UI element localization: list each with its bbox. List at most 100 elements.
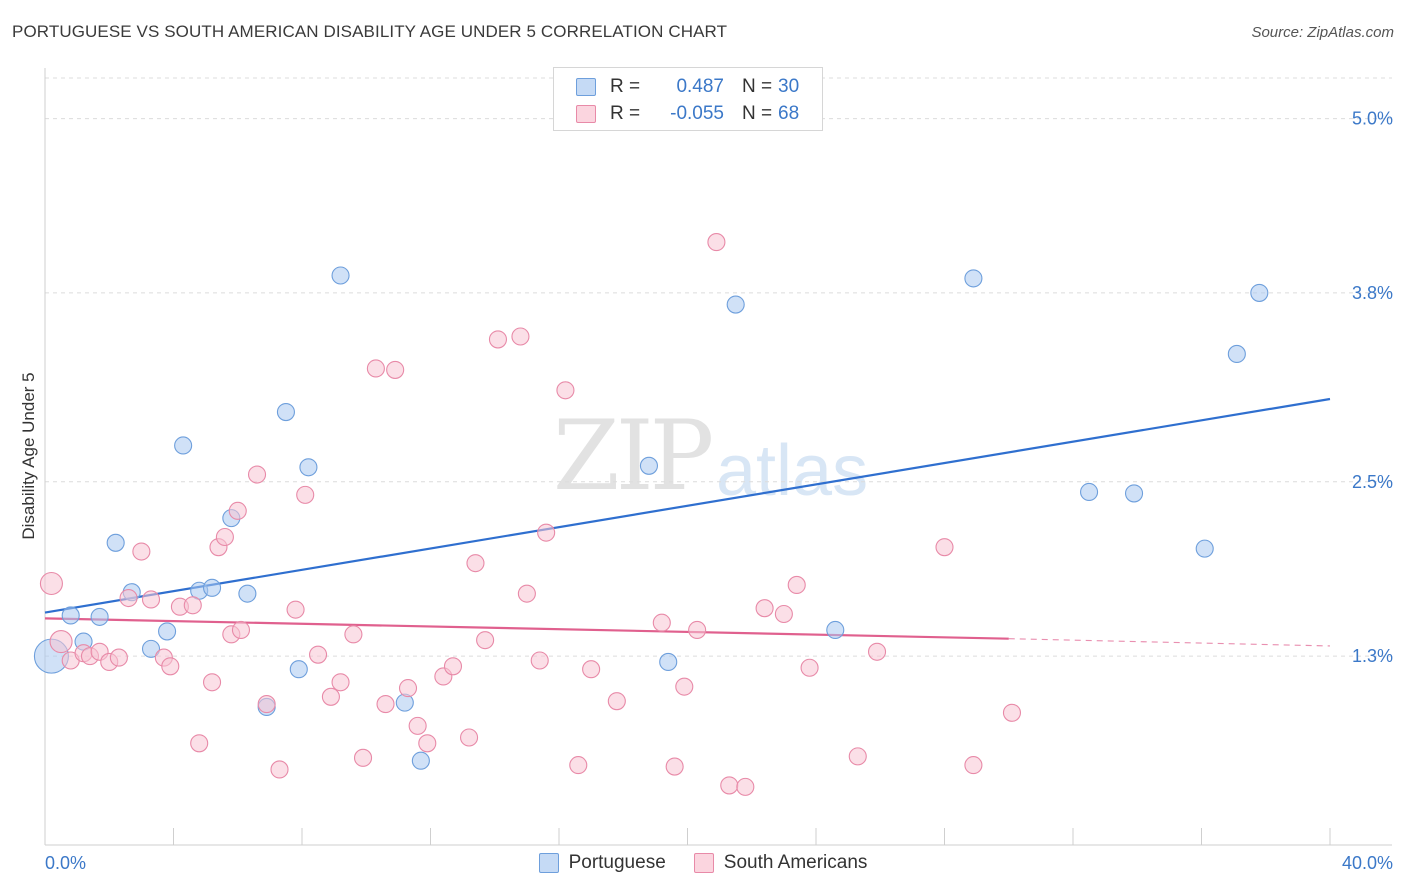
trend-line-portuguese bbox=[44, 397, 1331, 614]
correlation-legend: R = 0.487 N = 30 R = -0.055 N = 68 bbox=[553, 67, 823, 131]
legend-n-value: 68 bbox=[778, 103, 800, 124]
trend-line-south-americans bbox=[44, 617, 1009, 640]
point-south-americans bbox=[228, 501, 247, 520]
point-south-americans bbox=[707, 233, 726, 252]
point-south-americans bbox=[203, 673, 222, 692]
point-portuguese bbox=[1227, 344, 1246, 363]
chart-title: PORTUGUESE VS SOUTH AMERICAN DISABILITY … bbox=[12, 22, 728, 41]
point-south-americans bbox=[141, 590, 161, 609]
point-portuguese bbox=[106, 533, 125, 552]
point-south-americans bbox=[39, 571, 63, 596]
point-south-americans bbox=[344, 625, 363, 644]
point-south-americans bbox=[398, 679, 418, 698]
point-south-americans bbox=[376, 695, 395, 714]
point-south-americans bbox=[607, 692, 626, 711]
point-south-americans bbox=[286, 600, 305, 619]
point-south-americans bbox=[418, 734, 437, 753]
point-south-americans bbox=[1002, 703, 1022, 722]
legend-row-portuguese: R = 0.487 N = 30 bbox=[576, 74, 799, 100]
series-legend-south-americans[interactable]: South Americans bbox=[693, 852, 868, 874]
legend-row-south-americans: R = -0.055 N = 68 bbox=[576, 101, 799, 127]
point-south-americans bbox=[867, 642, 887, 661]
point-south-americans bbox=[408, 716, 427, 735]
y-tick-label: 3.8% bbox=[1352, 283, 1393, 303]
point-portuguese bbox=[659, 652, 678, 671]
grid-lines bbox=[45, 77, 1392, 657]
point-portuguese bbox=[1250, 283, 1269, 302]
point-portuguese bbox=[238, 584, 257, 603]
x-tick-label: 40.0% bbox=[1342, 853, 1393, 873]
point-portuguese bbox=[1080, 482, 1099, 502]
point-portuguese bbox=[90, 607, 109, 626]
legend-n-label: N = bbox=[742, 103, 773, 124]
point-south-americans bbox=[787, 575, 806, 594]
point-south-americans bbox=[665, 757, 684, 776]
point-south-americans bbox=[161, 657, 180, 676]
point-portuguese bbox=[1124, 484, 1144, 503]
point-portuguese bbox=[61, 606, 80, 625]
point-south-americans bbox=[517, 584, 536, 603]
point-south-americans bbox=[755, 599, 774, 618]
point-portuguese bbox=[276, 403, 295, 422]
point-portuguese bbox=[203, 578, 222, 597]
point-south-americans bbox=[132, 542, 151, 561]
point-south-americans bbox=[736, 777, 755, 796]
point-south-americans bbox=[296, 485, 315, 504]
point-south-americans bbox=[309, 645, 328, 664]
point-south-americans bbox=[49, 630, 73, 654]
point-south-americans bbox=[774, 604, 793, 624]
series-legend-label: Portuguese bbox=[568, 852, 666, 873]
point-south-americans bbox=[466, 554, 485, 573]
point-south-americans bbox=[556, 381, 575, 400]
point-south-americans bbox=[231, 620, 251, 640]
legend-r-value: -0.055 bbox=[670, 103, 724, 124]
point-portuguese bbox=[331, 266, 350, 285]
point-portuguese bbox=[289, 660, 308, 679]
point-south-americans bbox=[652, 613, 671, 632]
point-south-americans bbox=[257, 695, 276, 714]
series-legend-label: South Americans bbox=[723, 852, 868, 873]
x-tick-label: 0.0% bbox=[45, 853, 86, 873]
point-portuguese bbox=[826, 620, 845, 640]
point-south-americans bbox=[190, 734, 209, 753]
legend-r-label: R = bbox=[610, 103, 641, 124]
point-south-americans bbox=[331, 673, 350, 692]
point-south-americans bbox=[247, 465, 267, 484]
series-legend-portuguese[interactable]: Portuguese bbox=[538, 852, 666, 874]
point-south-americans bbox=[459, 728, 479, 747]
y-axis-label: Disability Age Under 5 bbox=[19, 372, 38, 539]
point-south-americans bbox=[366, 359, 385, 378]
point-south-americans bbox=[675, 677, 694, 696]
point-south-americans bbox=[109, 648, 128, 667]
y-tick-label: 5.0% bbox=[1352, 109, 1393, 129]
point-portuguese bbox=[141, 639, 161, 658]
legend-r-value: 0.487 bbox=[676, 76, 724, 97]
point-portuguese bbox=[1195, 539, 1214, 558]
point-portuguese bbox=[158, 622, 177, 641]
point-south-americans bbox=[321, 687, 340, 706]
point-south-americans bbox=[119, 588, 138, 608]
legend-swatch-south-americans bbox=[576, 105, 596, 123]
point-portuguese bbox=[411, 751, 430, 770]
legend-swatch-portuguese bbox=[576, 78, 596, 96]
tick-labels: 1.3% 2.5% 3.8% 5.0% 0.0% 40.0% bbox=[45, 109, 1393, 873]
point-portuguese bbox=[639, 456, 659, 475]
point-south-americans bbox=[183, 596, 202, 615]
legend-r-label: R = bbox=[610, 76, 641, 97]
point-portuguese bbox=[299, 458, 318, 477]
series-swatch-portuguese bbox=[538, 853, 559, 873]
source-label: Source: ZipAtlas.com bbox=[1251, 24, 1394, 41]
point-south-americans bbox=[800, 658, 819, 677]
point-south-americans bbox=[443, 657, 463, 676]
legend-n-label: N = bbox=[742, 76, 773, 97]
point-south-americans bbox=[386, 360, 405, 379]
point-portuguese bbox=[964, 269, 983, 288]
series-swatch-south-americans bbox=[693, 853, 714, 873]
point-south-americans bbox=[569, 756, 588, 775]
data-points bbox=[33, 233, 1269, 796]
point-portuguese bbox=[726, 295, 745, 314]
trend-line-extension bbox=[1008, 638, 1331, 647]
point-south-americans bbox=[476, 631, 495, 650]
y-tick-label: 2.5% bbox=[1352, 472, 1393, 492]
